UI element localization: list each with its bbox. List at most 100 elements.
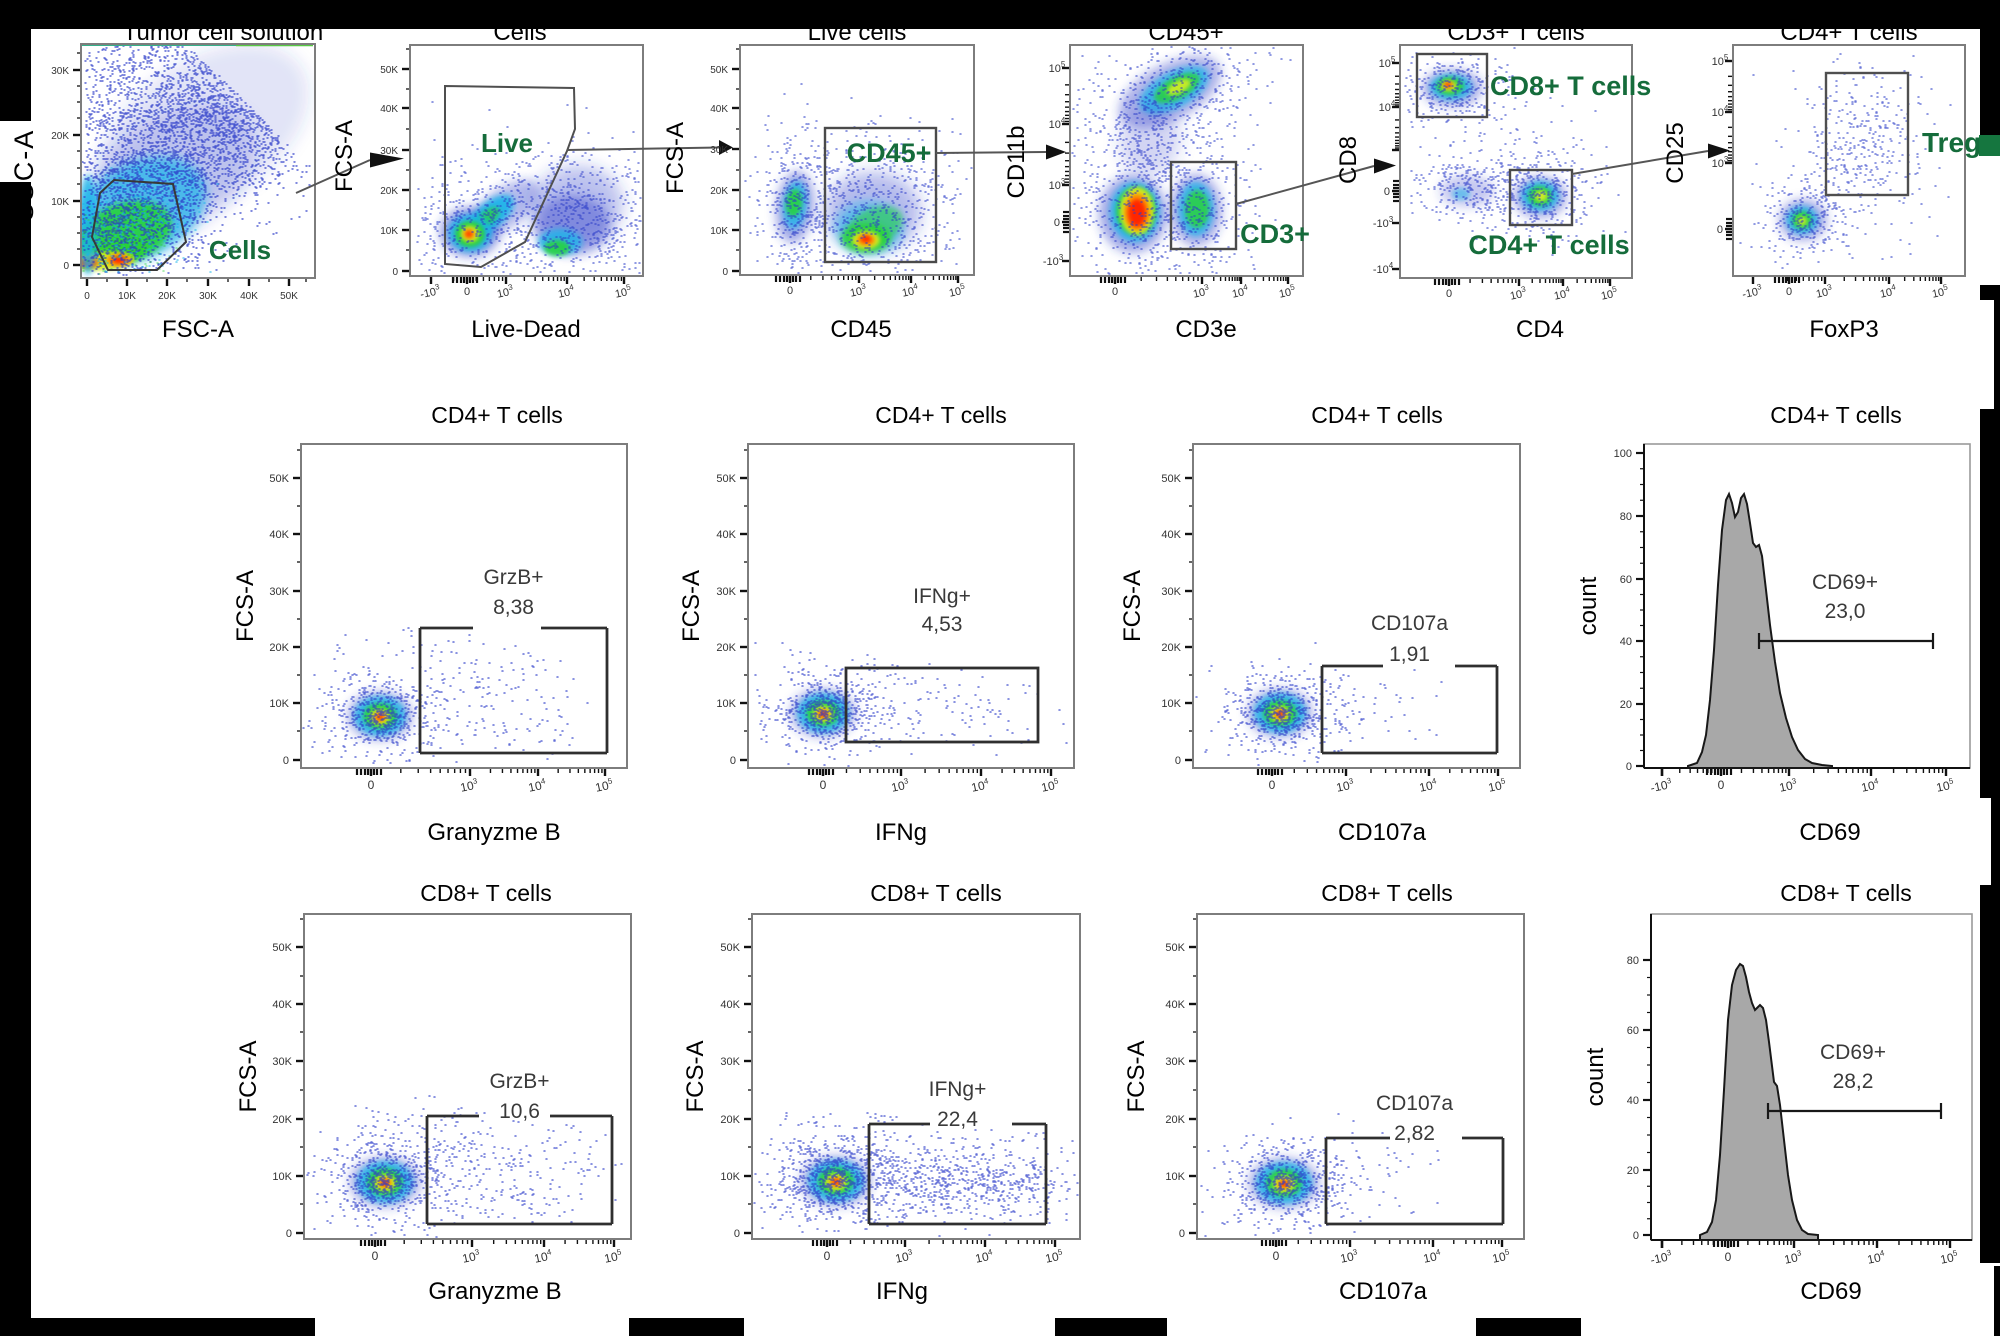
svg-text:10K: 10K bbox=[710, 226, 728, 237]
svg-text:CD8: CD8 bbox=[1335, 136, 1362, 184]
svg-text:0: 0 bbox=[1633, 1230, 1639, 1242]
svg-text:Cells: Cells bbox=[209, 235, 271, 265]
svg-text:30K: 30K bbox=[1161, 586, 1181, 598]
svg-text:CD45: CD45 bbox=[830, 316, 891, 343]
svg-text:CD3e: CD3e bbox=[1175, 316, 1236, 343]
svg-text:20K: 20K bbox=[269, 642, 289, 654]
svg-text:IFNg: IFNg bbox=[875, 819, 927, 846]
svg-text:40: 40 bbox=[1627, 1095, 1639, 1107]
svg-text:0: 0 bbox=[722, 267, 728, 278]
svg-text:50K: 50K bbox=[710, 65, 728, 76]
svg-text:50K: 50K bbox=[1161, 473, 1181, 485]
svg-text:CD11b: CD11b bbox=[1003, 126, 1030, 199]
svg-text:50K: 50K bbox=[380, 65, 398, 76]
svg-text:20K: 20K bbox=[1165, 1114, 1185, 1126]
svg-text:0: 0 bbox=[1384, 186, 1390, 198]
svg-text:0: 0 bbox=[820, 778, 827, 792]
svg-text:FCS-A: FCS-A bbox=[678, 570, 705, 642]
svg-text:50K: 50K bbox=[720, 942, 740, 954]
svg-text:20K: 20K bbox=[710, 186, 728, 197]
svg-text:30K: 30K bbox=[720, 1056, 740, 1068]
svg-text:0: 0 bbox=[286, 1228, 292, 1240]
svg-text:count: count bbox=[1575, 576, 1602, 635]
svg-text:CD4+ T cells: CD4+ T cells bbox=[1311, 402, 1442, 428]
svg-text:-103: -103 bbox=[1649, 776, 1674, 795]
svg-text:-103: -103 bbox=[1649, 1248, 1674, 1267]
svg-text:CD107a: CD107a bbox=[1339, 1278, 1428, 1305]
svg-text:FCS-A: FCS-A bbox=[682, 1041, 709, 1113]
svg-text:0: 0 bbox=[1786, 286, 1792, 298]
svg-text:Live: Live bbox=[481, 128, 533, 158]
svg-text:20K: 20K bbox=[158, 291, 176, 302]
svg-text:IFNg+: IFNg+ bbox=[913, 585, 971, 608]
svg-text:10K: 10K bbox=[1165, 1171, 1185, 1183]
svg-text:40K: 40K bbox=[272, 999, 292, 1011]
svg-text:CD4+ T cells: CD4+ T cells bbox=[431, 402, 562, 428]
svg-text:count: count bbox=[1582, 1047, 1609, 1106]
svg-text:80: 80 bbox=[1620, 511, 1632, 523]
svg-text:10K: 10K bbox=[51, 197, 69, 208]
svg-text:0: 0 bbox=[464, 286, 470, 298]
svg-text:Treg: Treg bbox=[1922, 127, 1981, 158]
svg-text:4,53: 4,53 bbox=[922, 613, 963, 636]
svg-text:10K: 10K bbox=[1161, 698, 1181, 710]
svg-text:60: 60 bbox=[1627, 1025, 1639, 1037]
svg-text:10K: 10K bbox=[272, 1171, 292, 1183]
svg-text:CD4: CD4 bbox=[1516, 316, 1564, 343]
svg-text:50K: 50K bbox=[280, 291, 298, 302]
svg-text:30K: 30K bbox=[199, 291, 217, 302]
svg-text:30K: 30K bbox=[269, 586, 289, 598]
svg-text:1,91: 1,91 bbox=[1389, 643, 1430, 666]
svg-text:23,0: 23,0 bbox=[1825, 600, 1866, 623]
svg-text:80: 80 bbox=[1627, 955, 1639, 967]
svg-text:0: 0 bbox=[1717, 224, 1723, 236]
svg-text:40: 40 bbox=[1620, 636, 1632, 648]
svg-text:0: 0 bbox=[84, 291, 90, 302]
svg-text:CD69: CD69 bbox=[1799, 819, 1860, 846]
svg-text:10K: 10K bbox=[720, 1171, 740, 1183]
svg-text:50K: 50K bbox=[269, 473, 289, 485]
svg-text:0: 0 bbox=[730, 755, 736, 767]
svg-text:CD69: CD69 bbox=[1800, 1278, 1861, 1305]
svg-text:CD8+ T cells: CD8+ T cells bbox=[870, 880, 1001, 906]
svg-text:40K: 40K bbox=[1161, 529, 1181, 541]
svg-text:30K: 30K bbox=[710, 145, 728, 156]
svg-text:0: 0 bbox=[734, 1228, 740, 1240]
svg-text:28,2: 28,2 bbox=[1833, 1070, 1874, 1093]
svg-text:40K: 40K bbox=[1165, 999, 1185, 1011]
svg-text:40K: 40K bbox=[716, 529, 736, 541]
svg-text:50K: 50K bbox=[716, 473, 736, 485]
svg-text:Granyzme B: Granyzme B bbox=[428, 1278, 561, 1305]
svg-text:-104: -104 bbox=[1373, 261, 1394, 276]
svg-text:CD69+: CD69+ bbox=[1820, 1041, 1886, 1064]
svg-text:0: 0 bbox=[1718, 778, 1725, 792]
svg-text:2,82: 2,82 bbox=[1394, 1122, 1435, 1145]
svg-text:IFNg+: IFNg+ bbox=[929, 1078, 987, 1101]
svg-text:20K: 20K bbox=[272, 1114, 292, 1126]
svg-text:0: 0 bbox=[63, 261, 69, 272]
svg-text:60: 60 bbox=[1620, 574, 1632, 586]
svg-text:GrzB+: GrzB+ bbox=[483, 566, 543, 589]
svg-text:20K: 20K bbox=[716, 642, 736, 654]
svg-text:CD4+ T cells: CD4+ T cells bbox=[1770, 402, 1901, 428]
svg-text:10K: 10K bbox=[716, 698, 736, 710]
svg-text:FoxP3: FoxP3 bbox=[1809, 316, 1878, 343]
svg-text:FCS-A: FCS-A bbox=[1119, 570, 1146, 642]
svg-text:40K: 40K bbox=[720, 999, 740, 1011]
svg-text:10K: 10K bbox=[380, 226, 398, 237]
svg-text:CD45+: CD45+ bbox=[847, 138, 932, 168]
svg-text:CD69+: CD69+ bbox=[1812, 571, 1878, 594]
svg-text:FCS-A: FCS-A bbox=[232, 570, 259, 642]
svg-text:30K: 30K bbox=[716, 586, 736, 598]
svg-text:CD107a: CD107a bbox=[1376, 1092, 1453, 1115]
svg-text:50K: 50K bbox=[272, 942, 292, 954]
svg-text:20: 20 bbox=[1627, 1165, 1639, 1177]
svg-text:0: 0 bbox=[1626, 761, 1632, 773]
svg-text:20K: 20K bbox=[51, 131, 69, 142]
svg-text:0: 0 bbox=[1179, 1228, 1185, 1240]
svg-text:-103: -103 bbox=[1373, 215, 1394, 230]
svg-text:0: 0 bbox=[1054, 217, 1060, 229]
svg-text:22,4: 22,4 bbox=[937, 1108, 978, 1131]
svg-text:40K: 40K bbox=[240, 291, 258, 302]
svg-text:0: 0 bbox=[1446, 288, 1452, 300]
